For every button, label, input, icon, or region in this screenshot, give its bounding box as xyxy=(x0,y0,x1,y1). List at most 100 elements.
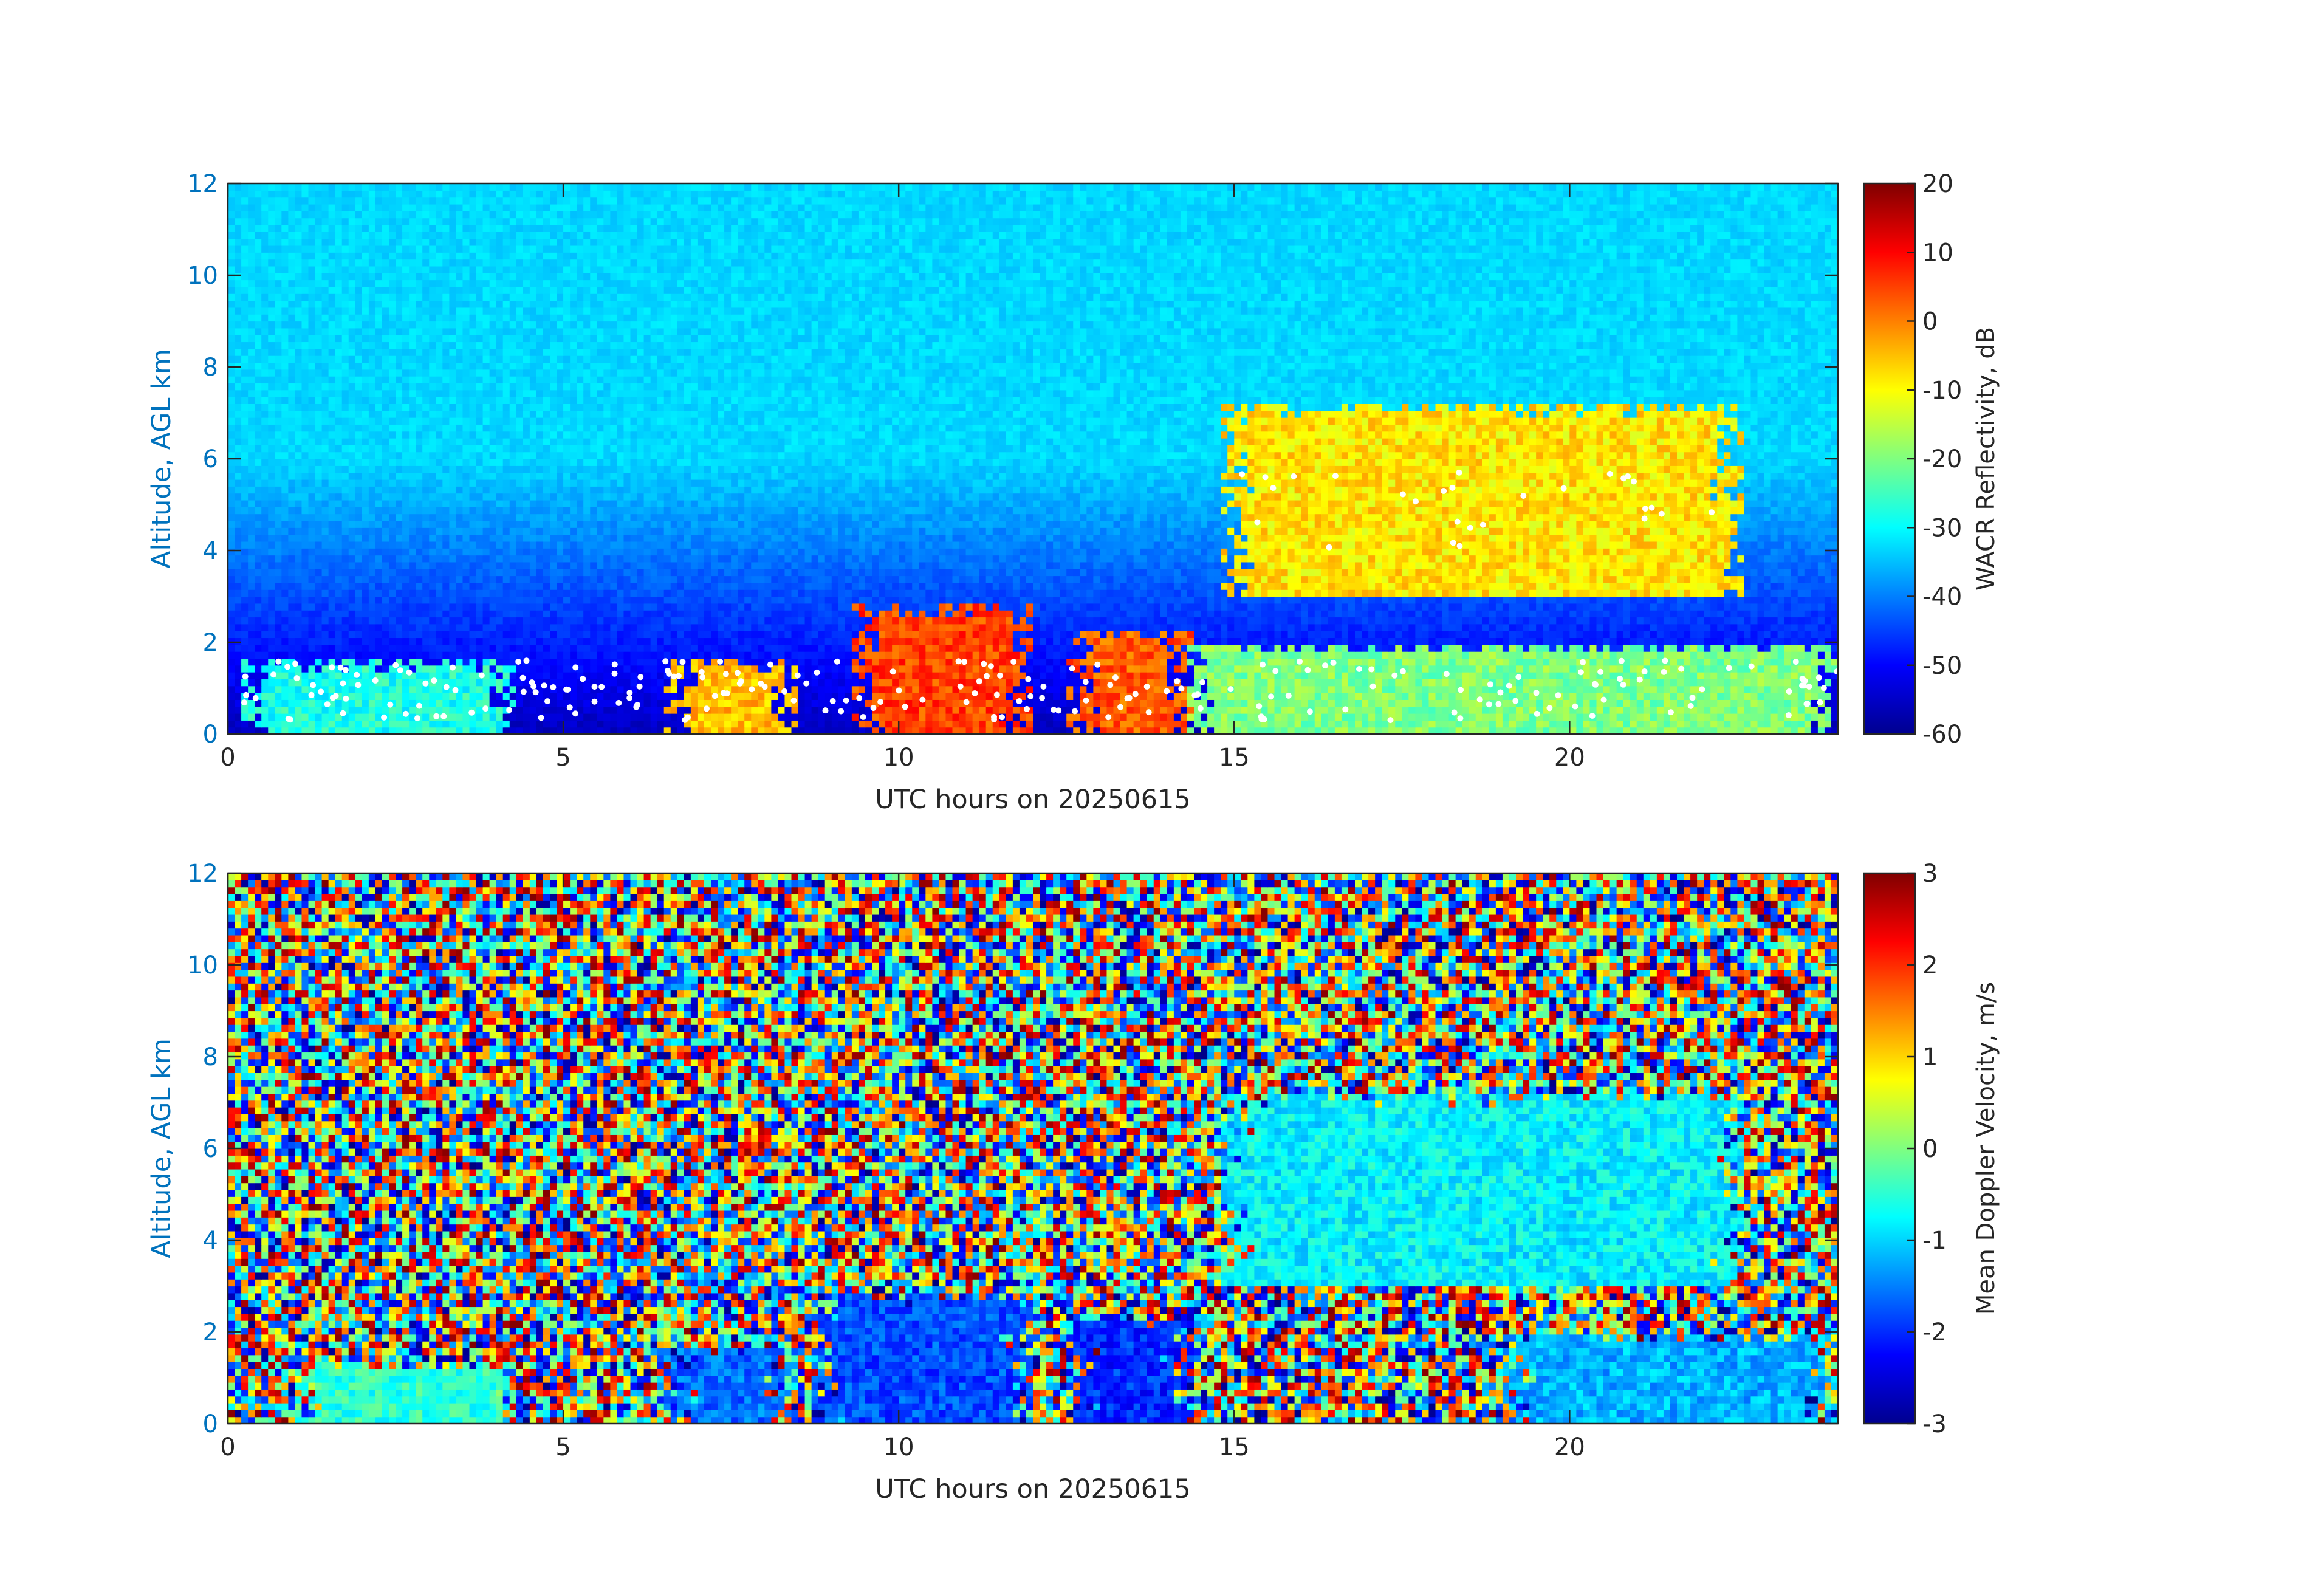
field-cell xyxy=(469,699,477,707)
field-cell xyxy=(985,658,993,666)
field-cell xyxy=(972,679,980,687)
field-cell xyxy=(523,685,530,693)
field-cell xyxy=(1408,699,1416,707)
field-cell xyxy=(1757,685,1765,693)
field-cell xyxy=(1609,693,1617,700)
field-cell xyxy=(1113,713,1121,721)
field-cell xyxy=(1033,589,1040,597)
field-cell xyxy=(1435,596,1443,604)
field-cell xyxy=(1267,713,1275,721)
field-cell xyxy=(1744,693,1752,700)
field-cell xyxy=(1764,679,1772,687)
field-cell xyxy=(872,658,879,666)
field-cell xyxy=(1234,596,1241,604)
field-cell xyxy=(838,672,846,679)
field-cell xyxy=(1636,699,1644,707)
field-cell xyxy=(992,596,1000,604)
field-cell xyxy=(1824,631,1832,639)
field-cell xyxy=(704,651,711,659)
field-cell xyxy=(335,713,343,721)
field-cell xyxy=(663,623,671,631)
field-cell xyxy=(1710,631,1718,639)
field-cell xyxy=(1677,610,1684,618)
field-cell xyxy=(1147,623,1154,631)
field-cell xyxy=(1147,693,1154,700)
field-cell xyxy=(1502,617,1510,625)
field-cell xyxy=(355,596,363,604)
field-cell xyxy=(529,685,537,693)
field-cell xyxy=(1603,706,1611,714)
field-cell xyxy=(1684,596,1691,604)
field-cell xyxy=(1093,610,1101,618)
field-cell xyxy=(308,706,316,714)
field-cell xyxy=(939,610,947,618)
field-cell xyxy=(791,693,799,700)
field-cell xyxy=(241,596,249,604)
field-cell xyxy=(550,603,557,611)
field-cell xyxy=(1737,623,1745,631)
field-cell xyxy=(1764,610,1772,618)
field-cell xyxy=(502,699,510,707)
field-cell xyxy=(999,623,1007,631)
field-cell xyxy=(677,596,685,604)
field-cell xyxy=(1287,589,1295,597)
field-cell xyxy=(456,651,464,659)
field-cell xyxy=(1656,727,1664,735)
field-cell xyxy=(1040,637,1047,645)
field-cell xyxy=(1630,713,1637,721)
field-cell xyxy=(368,631,376,639)
field-cell xyxy=(590,693,597,700)
field-cell xyxy=(1375,623,1382,631)
field-cell xyxy=(858,699,866,707)
field-cell xyxy=(315,658,323,666)
field-cell xyxy=(1563,720,1570,728)
field-cell xyxy=(1160,631,1168,639)
field-cell xyxy=(255,685,262,693)
field-cell xyxy=(1267,720,1275,728)
field-cell xyxy=(563,679,571,687)
field-cell xyxy=(1690,699,1698,707)
field-cell xyxy=(1201,637,1208,645)
field-cell xyxy=(1314,727,1322,735)
field-cell xyxy=(456,589,464,597)
field-cell xyxy=(1267,672,1275,679)
field-cell xyxy=(1060,644,1067,652)
field-cell xyxy=(1737,706,1745,714)
field-cell xyxy=(261,623,269,631)
field-cell xyxy=(932,699,940,707)
field-cell xyxy=(1603,658,1611,666)
field-cell xyxy=(1677,651,1684,659)
field-cell xyxy=(1750,679,1758,687)
field-cell xyxy=(1106,720,1114,728)
field-cell xyxy=(456,720,464,728)
field-cell xyxy=(328,658,336,666)
field-cell xyxy=(429,617,436,625)
field-cell xyxy=(905,720,913,728)
field-cell xyxy=(677,693,685,700)
field-cell xyxy=(281,672,289,679)
field-cell xyxy=(979,693,987,700)
field-cell xyxy=(784,679,792,687)
field-cell xyxy=(1656,596,1664,604)
field-cell xyxy=(382,623,389,631)
field-cell xyxy=(1523,596,1530,604)
field-cell xyxy=(1509,603,1517,611)
field-cell xyxy=(718,685,725,693)
field-cell xyxy=(1221,617,1228,625)
field-cell xyxy=(1267,589,1275,597)
field-cell xyxy=(690,623,698,631)
field-cell xyxy=(999,603,1007,611)
field-cell xyxy=(899,658,906,666)
field-cell xyxy=(509,685,517,693)
field-cell xyxy=(1046,623,1054,631)
field-cell xyxy=(603,713,611,721)
field-cell xyxy=(570,713,577,721)
field-cell xyxy=(368,589,376,597)
field-cell xyxy=(368,672,376,679)
field-cell xyxy=(1247,679,1255,687)
field-cell xyxy=(1066,644,1074,652)
field-cell xyxy=(1475,713,1483,721)
field-cell xyxy=(496,617,504,625)
field-cell xyxy=(1026,603,1033,611)
field-cell xyxy=(1623,644,1631,652)
